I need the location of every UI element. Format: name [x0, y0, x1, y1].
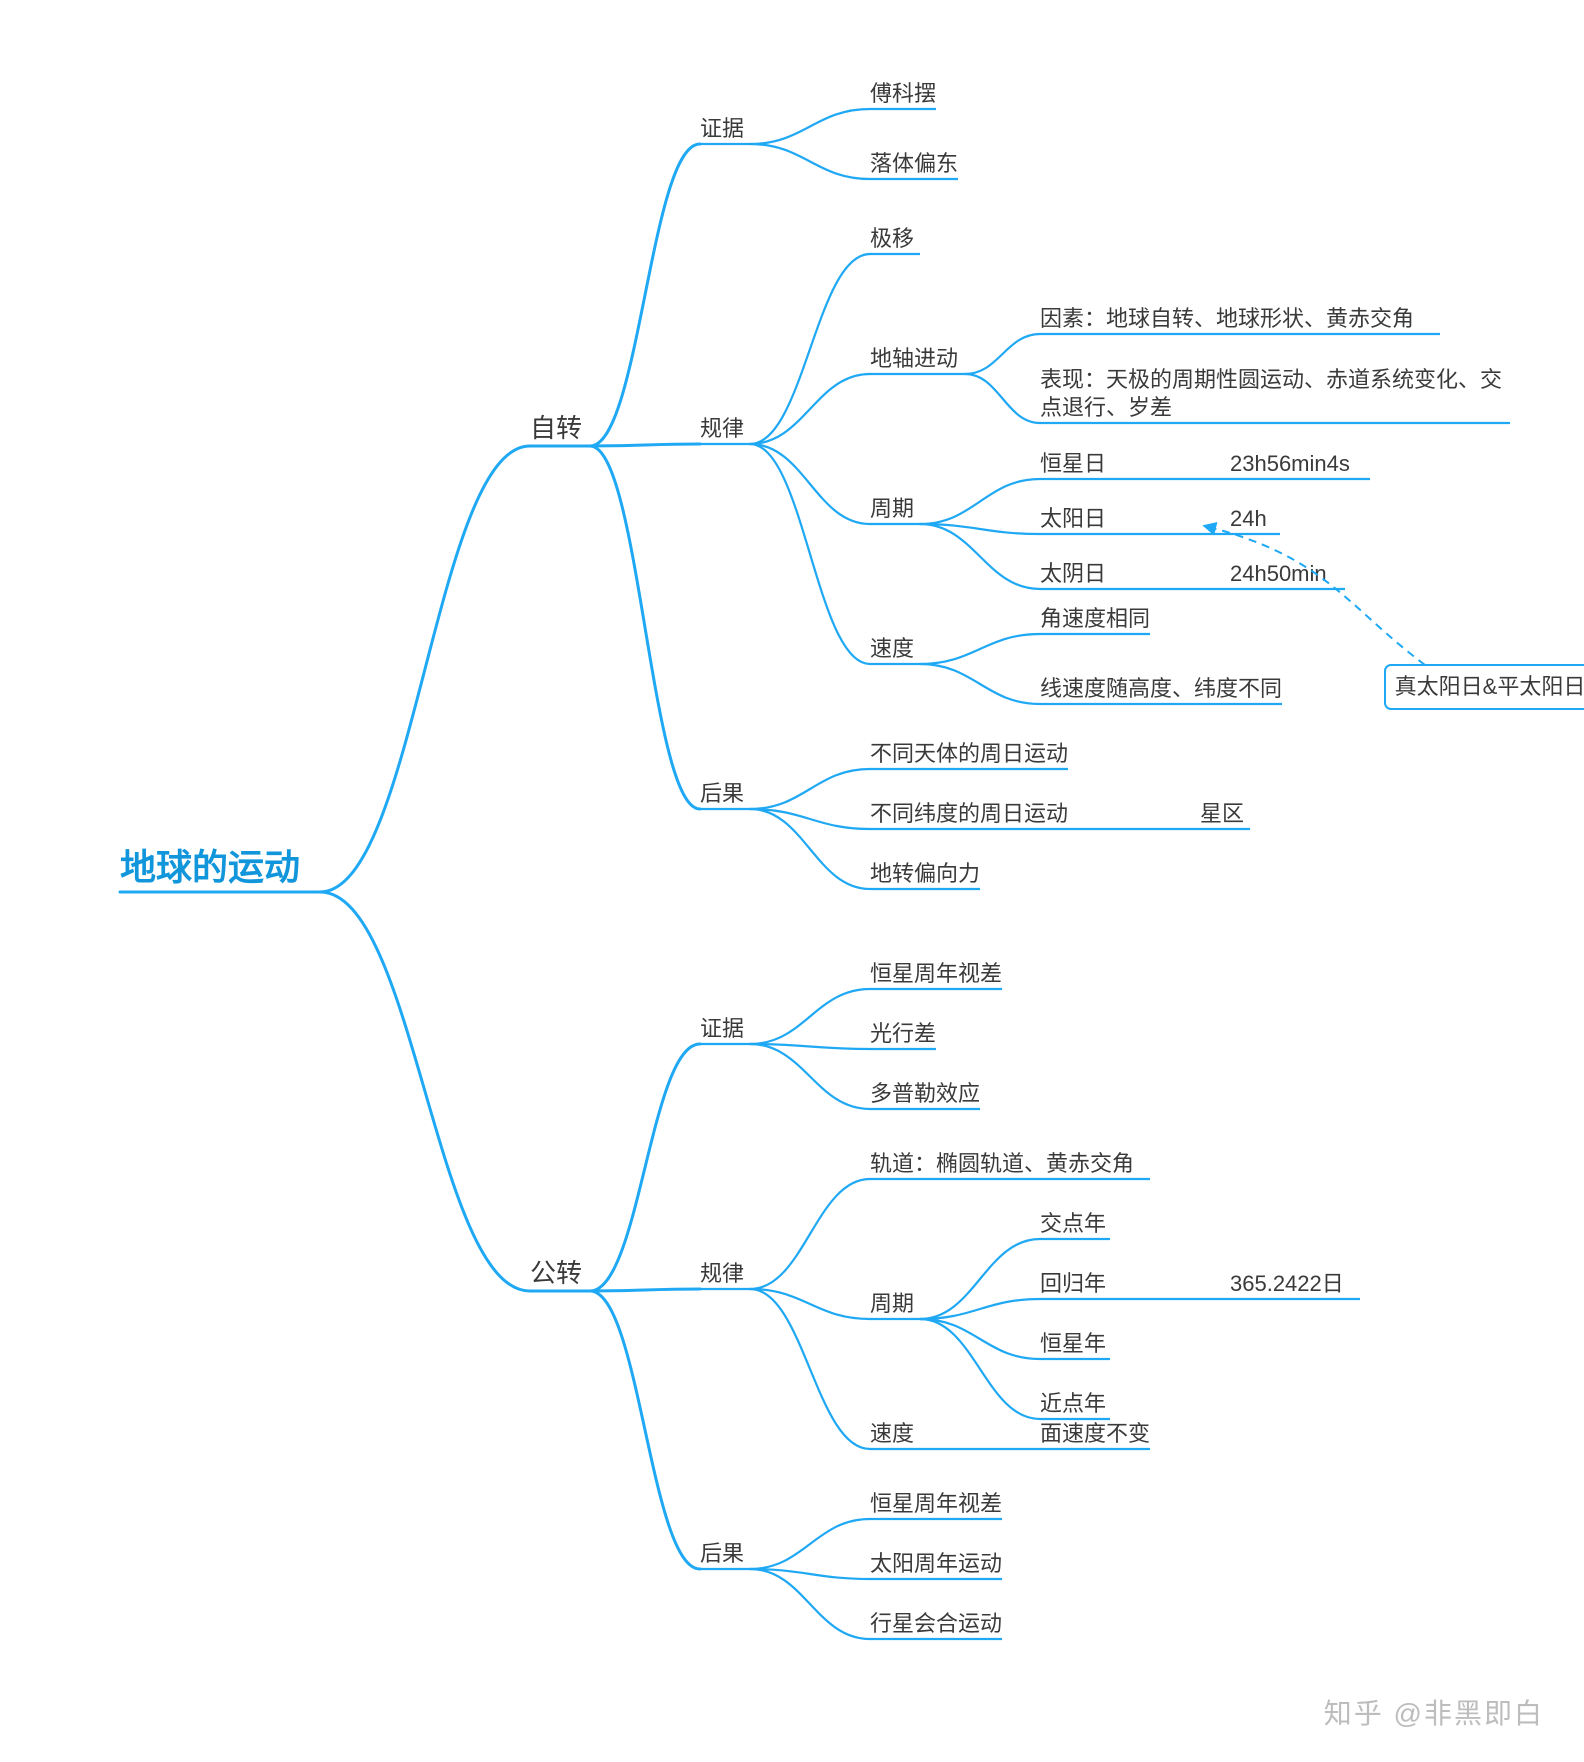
node-label: 恒星年 — [1040, 1331, 1106, 1356]
branch-edge — [750, 109, 870, 144]
node-label: 角速度相同 — [1040, 606, 1150, 631]
node-label: 线速度随高度、纬度不同 — [1040, 676, 1282, 701]
node-label: 傅科摆 — [870, 81, 936, 106]
branch-edge — [750, 374, 870, 444]
node-label: 星区 — [1200, 801, 1244, 826]
branch-edge — [320, 892, 530, 1291]
branch-edge — [590, 1044, 700, 1291]
level1-node: 自转 — [530, 413, 582, 443]
node-label: 24h — [1230, 506, 1267, 531]
node-label: 365.2422日 — [1230, 1271, 1344, 1296]
branch-edge — [590, 444, 700, 446]
branch-edge — [750, 989, 870, 1044]
node-label: 轨道：椭圆轨道、黄赤交角 — [870, 1151, 1134, 1176]
node-label: 不同天体的周日运动 — [870, 741, 1068, 766]
branch-edge — [750, 144, 870, 179]
node-label: 后果 — [700, 1541, 744, 1566]
branch-edge — [590, 1291, 700, 1569]
branch-edge — [920, 524, 1040, 534]
branch-edge — [590, 1289, 700, 1291]
node-label: 不同纬度的周日运动 — [870, 801, 1068, 826]
node-label: 证据 — [700, 116, 744, 141]
node-label: 太阳日 — [1040, 506, 1106, 531]
branch-edge — [920, 1319, 1040, 1359]
branch-edge — [750, 1519, 870, 1569]
branch-edge — [750, 809, 870, 889]
callout-arrow — [1205, 526, 1425, 665]
node-label: 地转偏向力 — [870, 861, 980, 886]
node-label: 太阴日 — [1040, 561, 1106, 586]
node-label: 恒星日 — [1040, 451, 1106, 476]
branch-edge — [750, 1289, 870, 1449]
branch-edge — [750, 1569, 870, 1579]
branch-edge — [750, 769, 870, 809]
node-label: 24h50min — [1230, 561, 1327, 586]
branch-edge — [750, 1179, 870, 1289]
callout-label: 真太阳日&平太阳日 — [1395, 674, 1584, 699]
branch-edge — [920, 1319, 1040, 1419]
node-label: 光行差 — [870, 1021, 936, 1046]
node-label: 行星会合运动 — [870, 1611, 1002, 1636]
node-label: 极移 — [870, 226, 914, 251]
node-label: 多普勒效应 — [870, 1081, 980, 1106]
node-label: 恒星周年视差 — [870, 961, 1002, 986]
node-label: 速度 — [870, 1421, 914, 1446]
branch-edge — [965, 334, 1040, 374]
node-label: 恒星周年视差 — [870, 1491, 1002, 1516]
node-label: 面速度不变 — [1040, 1421, 1150, 1446]
node-label: 因素：地球自转、地球形状、黄赤交角 — [1040, 306, 1414, 331]
branch-edge — [920, 634, 1040, 664]
node-label: 后果 — [700, 781, 744, 806]
node-label: 近点年 — [1040, 1391, 1106, 1416]
node-label: 地轴进动 — [870, 346, 958, 371]
level1-node: 公转 — [530, 1258, 582, 1288]
node-label: 太阳周年运动 — [870, 1551, 1002, 1576]
branch-edge — [965, 374, 1040, 423]
node-label: 交点年 — [1040, 1211, 1106, 1236]
node-label: 规律 — [700, 416, 744, 441]
branch-edge — [590, 446, 700, 809]
node-label: 证据 — [700, 1016, 744, 1041]
node-label: 点退行、岁差 — [1040, 395, 1172, 420]
node-label: 回归年 — [1040, 1271, 1106, 1296]
branch-edge — [920, 1239, 1040, 1319]
node-label: 规律 — [700, 1261, 744, 1286]
node-label: 周期 — [870, 1291, 914, 1316]
node-label: 落体偏东 — [870, 151, 958, 176]
node-label: 周期 — [870, 496, 914, 521]
branch-edge — [750, 1044, 870, 1109]
branch-edge — [320, 446, 530, 892]
node-label: 表现：天极的周期性圆运动、赤道系统变化、交 — [1040, 367, 1502, 392]
node-label: 23h56min4s — [1230, 451, 1350, 476]
watermark: 知乎 @非黑即白 — [1324, 1692, 1544, 1732]
branch-edge — [920, 479, 1040, 524]
mindmap-canvas: 地球的运动自转公转证据规律后果傅科摆落体偏东极移地轴进动周期速度因素：地球自转、… — [0, 0, 1584, 1762]
branch-edge — [750, 444, 870, 664]
root-node: 地球的运动 — [120, 847, 300, 888]
branch-edge — [750, 254, 870, 444]
branch-edge — [750, 444, 870, 524]
branch-edge — [750, 1289, 870, 1319]
branch-edge — [920, 664, 1040, 704]
node-label: 速度 — [870, 636, 914, 661]
branch-edge — [590, 144, 700, 446]
